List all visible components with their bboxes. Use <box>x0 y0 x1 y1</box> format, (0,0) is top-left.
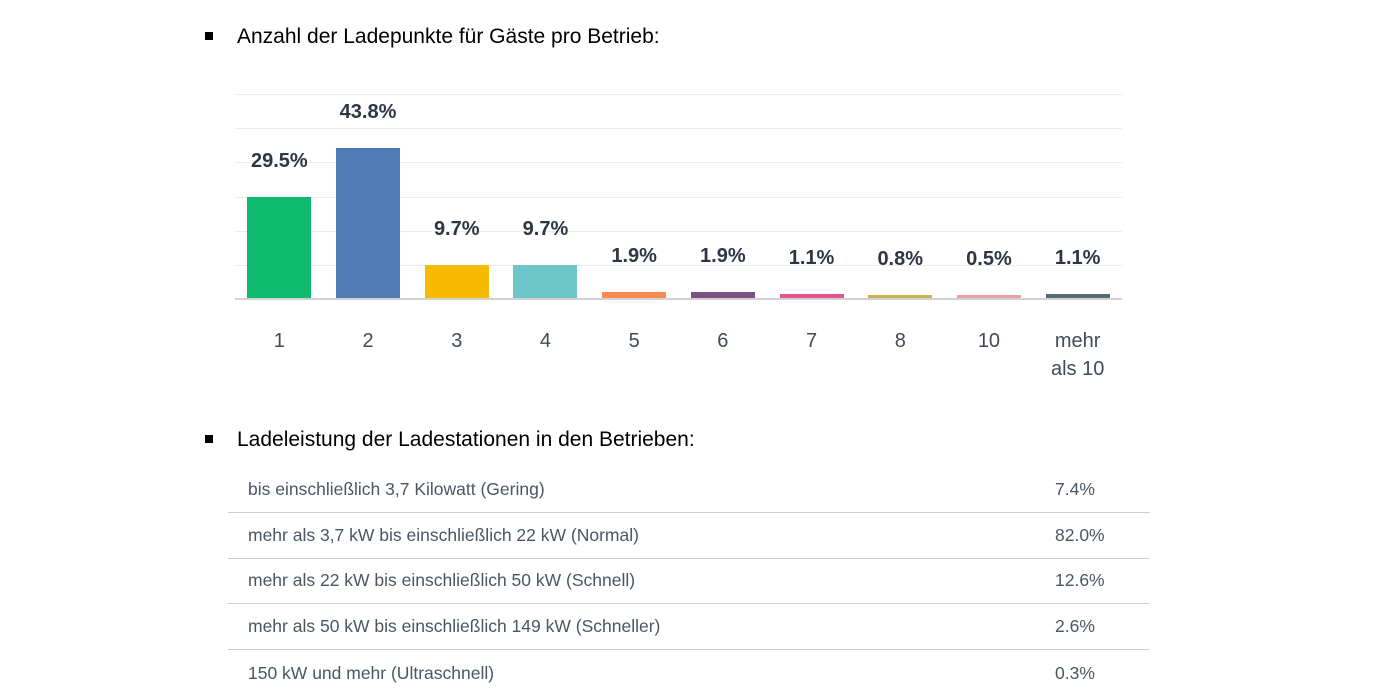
bar-value-label: 1.9% <box>611 244 657 267</box>
bullet-square-icon <box>205 435 213 443</box>
gridline <box>235 128 1122 130</box>
bar-value-label: 1.9% <box>700 244 746 267</box>
bar-10 <box>956 295 1021 298</box>
power-share-value: 7.4% <box>1055 478 1095 499</box>
x-tick-label: 1 <box>273 330 285 352</box>
bar-chart: 29.5% 1 43.8% 2 9.7% 3 9.7% 4 1.9% 5 1.9% 6 1.1% 7 0.8… <box>235 94 1122 380</box>
power-share-value: 0.3% <box>1055 662 1095 683</box>
bar-6 <box>690 291 755 298</box>
x-tick-label: 4 <box>539 330 551 352</box>
bar-7 <box>779 294 844 298</box>
x-axis-line <box>235 298 1122 300</box>
bar-value-label: 29.5% <box>250 150 308 173</box>
bar-value-label: 43.8% <box>339 101 397 124</box>
gridline <box>235 162 1122 164</box>
power-range-label: mehr als 50 kW bis einschließlich 149 kW… <box>248 616 661 637</box>
power-share-value: 82.0% <box>1055 524 1105 545</box>
x-tick-label: 7 <box>805 330 818 352</box>
x-tick-label: 2 <box>362 330 374 352</box>
power-table: bis einschließlich 3,7 Kilowatt (Gering)… <box>228 467 1150 696</box>
bar-value-label: 0.5% <box>966 248 1012 270</box>
x-tick-label: 10 <box>977 330 1001 352</box>
power-share-value: 2.6% <box>1055 616 1095 637</box>
gridline <box>235 264 1122 266</box>
table-row: mehr als 3,7 kW bis einschließlich 22 kW… <box>228 513 1150 559</box>
power-range-label: 150 kW und mehr (Ultraschnell) <box>248 662 495 683</box>
table-row: 150 kW und mehr (Ultraschnell) 0.3% <box>228 650 1150 696</box>
gridline <box>235 196 1122 198</box>
section-title: Ladeleistung der Ladestationen in den Be… <box>237 428 695 451</box>
section-heading-ladepunkte: Anzahl der Ladepunkte für Gäste pro Betr… <box>205 24 1155 50</box>
bar-8 <box>868 295 933 298</box>
bullet-square-icon <box>205 32 213 40</box>
x-tick-label: 8 <box>894 330 906 352</box>
section-title: Anzahl der Ladepunkte für Gäste pro Betr… <box>237 25 660 48</box>
x-tick-label: mehr als 10 <box>1050 330 1105 380</box>
bar-mehr-als-10 <box>1045 294 1110 298</box>
section-heading-ladeleistung: Ladeleistung der Ladestationen in den Be… <box>205 427 1155 453</box>
bar-value-label: 9.7% <box>433 217 480 240</box>
bar-value-label: 1.1% <box>1054 247 1101 270</box>
bar-3 <box>424 264 489 298</box>
power-range-label: mehr als 22 kW bis einschließlich 50 kW … <box>248 570 636 591</box>
bar-value-label: 9.7% <box>522 217 569 240</box>
table-row: bis einschließlich 3,7 Kilowatt (Gering)… <box>228 467 1150 513</box>
power-range-label: mehr als 3,7 kW bis einschließlich 22 kW… <box>248 524 639 545</box>
bar-value-label: 1.1% <box>788 247 835 270</box>
bar-4 <box>513 264 578 298</box>
gridline <box>235 94 1122 95</box>
power-range-label: bis einschließlich 3,7 Kilowatt (Gering) <box>248 478 545 499</box>
x-tick-label: 3 <box>451 330 463 352</box>
x-tick-label: 6 <box>717 330 729 352</box>
table-row: mehr als 50 kW bis einschließlich 149 kW… <box>228 604 1150 651</box>
bar-5 <box>602 291 667 298</box>
x-tick-label: 5 <box>628 330 640 352</box>
bar-value-label: 0.8% <box>877 248 924 270</box>
table-row: mehr als 22 kW bis einschließlich 50 kW … <box>228 559 1150 605</box>
power-share-value: 12.6% <box>1055 570 1105 591</box>
bar-2 <box>336 148 401 298</box>
gridline <box>235 230 1122 232</box>
bar-1 <box>247 197 312 298</box>
